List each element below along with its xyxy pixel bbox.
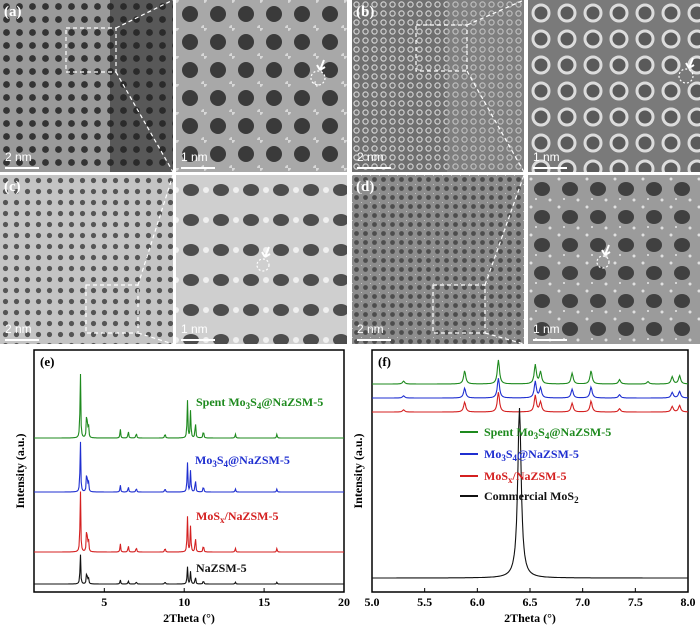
panel-label-b: (b) bbox=[356, 4, 375, 20]
arrow-icon bbox=[316, 59, 326, 71]
zoom-box bbox=[65, 27, 117, 73]
x-tick-label: 6.0 bbox=[470, 595, 485, 609]
legend-entry: Spent Mo3S4@NaZSM-5 bbox=[484, 425, 611, 441]
scale-bar bbox=[357, 167, 391, 169]
legend-entry: MoSx/NaZSM-5 bbox=[484, 469, 567, 485]
scale-label-b-left: 2 nm bbox=[357, 150, 384, 164]
x-tick-label: 5.5 bbox=[417, 595, 432, 609]
series-line bbox=[34, 554, 344, 585]
series-line bbox=[372, 359, 689, 385]
panel-label: (f) bbox=[378, 354, 391, 369]
scale-label-d-right: 1 nm bbox=[533, 322, 560, 336]
panel-label: (e) bbox=[40, 354, 54, 369]
x-tick-label: 7.5 bbox=[628, 595, 643, 609]
scale-label-a-left: 2 nm bbox=[5, 150, 32, 164]
scale-label-b-right: 1 nm bbox=[533, 150, 560, 164]
series-label: Spent Mo3S4@NaZSM-5 bbox=[196, 395, 323, 411]
scale-label-c-left: 2 nm bbox=[5, 322, 32, 336]
series-line bbox=[34, 441, 344, 493]
scale-bar bbox=[181, 339, 215, 341]
x-axis-label: 2Theta (°) bbox=[163, 611, 215, 625]
xrd-chart-e: 5 10 15 20 2Theta (°) Intensity (a.u.) (e) Spen… bbox=[13, 349, 350, 625]
x-axis-label: 2Theta (°) bbox=[504, 611, 556, 625]
series-label: MoSx/NaZSM-5 bbox=[196, 509, 279, 525]
series-line bbox=[34, 491, 344, 553]
scale-bar bbox=[5, 339, 39, 341]
panel-label-d: (d) bbox=[356, 179, 375, 195]
zoom-box bbox=[85, 284, 139, 334]
x-tick-label: 5.0 bbox=[365, 595, 380, 609]
x-tick-label: 10 bbox=[178, 595, 190, 609]
zoom-box bbox=[432, 284, 486, 334]
series-label: NaZSM-5 bbox=[196, 561, 247, 575]
series-line bbox=[372, 378, 688, 399]
scale-bar bbox=[533, 167, 567, 169]
zoom-box bbox=[415, 24, 468, 72]
tem-zoom-c: 1 nm bbox=[176, 175, 347, 344]
series-line bbox=[372, 392, 688, 413]
tem-zoom-b: 1 nm bbox=[528, 0, 700, 172]
series-label: Mo3S4@NaZSM-5 bbox=[195, 453, 290, 469]
x-tick-label: 5 bbox=[101, 595, 107, 609]
arrow-icon bbox=[685, 57, 695, 69]
scale-bar bbox=[5, 167, 39, 169]
series-line bbox=[372, 407, 688, 579]
arrow-icon bbox=[261, 246, 271, 258]
x-tick-label: 8.0 bbox=[681, 595, 696, 609]
tem-image-c: (c) 2 nm bbox=[0, 175, 173, 344]
tem-zoom-a: 1 nm bbox=[176, 0, 347, 172]
scale-label-d-left: 2 nm bbox=[357, 322, 384, 336]
y-axis-label: Intensity (a.u.) bbox=[352, 433, 365, 508]
scale-bar bbox=[533, 339, 567, 341]
plot-frame bbox=[33, 349, 345, 593]
tem-zoom-d: 1 nm bbox=[528, 175, 700, 344]
scale-label-a-right: 1 nm bbox=[181, 150, 208, 164]
x-tick-label: 6.5 bbox=[523, 595, 538, 609]
y-axis-label: Intensity (a.u.) bbox=[13, 433, 27, 508]
legend-entry: Commercial MoS2 bbox=[484, 489, 579, 505]
series-line bbox=[34, 373, 344, 439]
x-tick-label: 20 bbox=[338, 595, 350, 609]
scale-bar bbox=[357, 339, 391, 341]
tem-image-a: (a) 2 nm bbox=[0, 0, 173, 172]
scale-label-c-right: 1 nm bbox=[181, 322, 208, 336]
panel-label-c: (c) bbox=[4, 179, 21, 195]
x-tick-label: 15 bbox=[258, 595, 270, 609]
tem-image-b: (b) 2 nm bbox=[352, 0, 524, 172]
scale-bar bbox=[181, 167, 215, 169]
legend-entry: Mo3S4@NaZSM-5 bbox=[484, 447, 579, 463]
arrow-icon bbox=[601, 244, 611, 256]
xrd-chart-f: 5.0 5.5 6.0 6.5 7.0 7.5 8.0 2Theta (°) Intensity… bbox=[352, 349, 696, 625]
panel-label-a: (a) bbox=[4, 4, 22, 20]
x-tick-label: 7.0 bbox=[575, 595, 590, 609]
tem-image-d: (d) 2 nm bbox=[352, 175, 524, 344]
